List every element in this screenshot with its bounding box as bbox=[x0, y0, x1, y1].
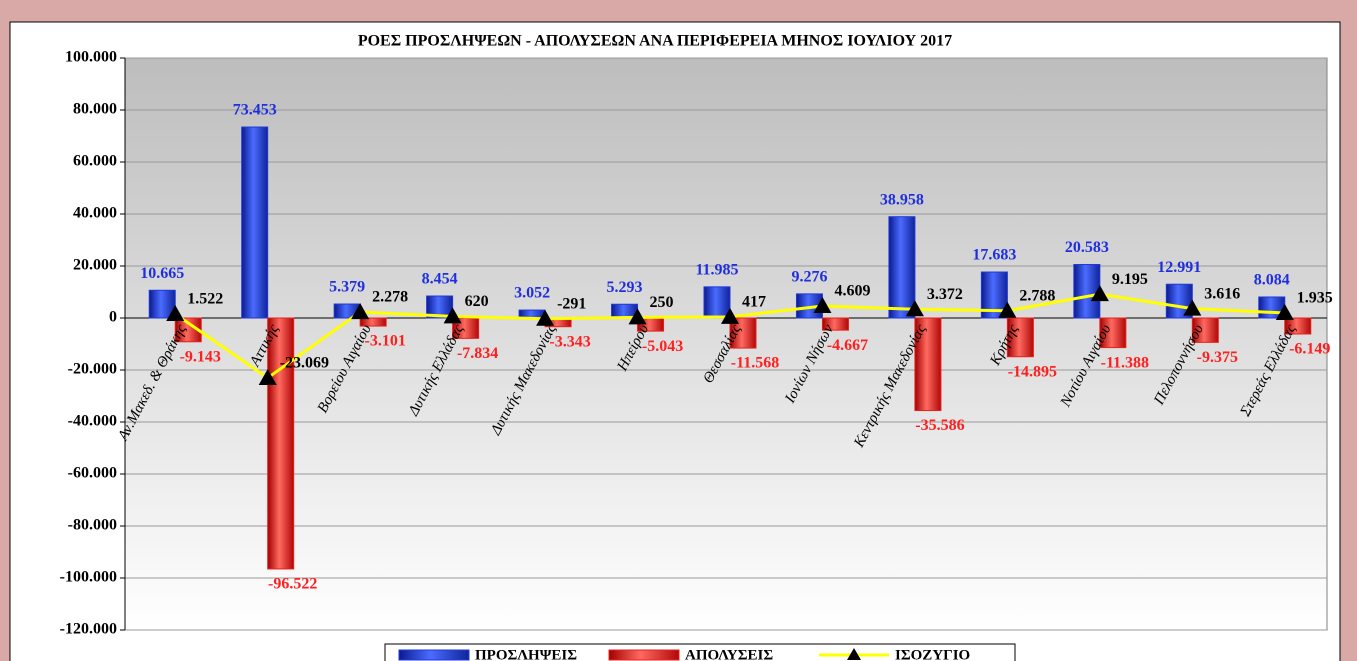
value-label: 9.195 bbox=[1112, 271, 1148, 288]
balance-marker bbox=[258, 368, 277, 385]
value-label: 73.453 bbox=[233, 102, 277, 119]
bar bbox=[1099, 317, 1127, 349]
legend-swatch bbox=[398, 649, 470, 661]
value-label: -5.043 bbox=[642, 338, 683, 355]
balance-marker bbox=[166, 305, 185, 322]
value-label: -4.667 bbox=[827, 337, 868, 354]
value-label: 11.985 bbox=[695, 262, 738, 279]
bar bbox=[888, 216, 916, 319]
balance-marker bbox=[905, 300, 924, 317]
balance-marker bbox=[721, 307, 739, 324]
y-tick-label: 40.000 bbox=[73, 205, 117, 222]
value-label: -291 bbox=[557, 295, 586, 312]
value-label: 2.278 bbox=[372, 289, 408, 306]
bar bbox=[426, 295, 454, 319]
balance-marker bbox=[1090, 285, 1109, 302]
value-label: 1.522 bbox=[187, 291, 223, 308]
plot-area bbox=[124, 57, 1328, 631]
value-label: 17.683 bbox=[972, 247, 1016, 264]
bar bbox=[1006, 317, 1034, 358]
value-label: -9.143 bbox=[180, 348, 221, 365]
balance-marker bbox=[351, 303, 370, 320]
y-tick-label: -80.000 bbox=[68, 517, 117, 534]
bar bbox=[1191, 317, 1219, 343]
value-label: 620 bbox=[465, 293, 489, 310]
y-tick-label: 80.000 bbox=[73, 101, 117, 118]
bar bbox=[267, 317, 295, 570]
value-label: 20.583 bbox=[1065, 239, 1109, 256]
y-tick-label: -100.000 bbox=[60, 569, 117, 586]
value-label: 12.991 bbox=[1157, 259, 1201, 276]
value-label: 3.052 bbox=[514, 285, 550, 302]
value-label: -9.375 bbox=[1197, 349, 1238, 366]
y-tick-label: 0 bbox=[109, 309, 117, 326]
value-label: -11.568 bbox=[731, 355, 779, 372]
bar bbox=[174, 317, 202, 343]
value-label: 3.372 bbox=[927, 286, 963, 303]
value-label: -7.834 bbox=[457, 345, 498, 362]
balance-marker bbox=[1275, 303, 1294, 320]
y-tick-label: 60.000 bbox=[73, 153, 117, 170]
legend-label: ΙΣΟΖΥΓΙΟ bbox=[895, 647, 970, 661]
value-label: -6.149 bbox=[1289, 341, 1330, 358]
y-tick-label: -60.000 bbox=[68, 465, 117, 482]
legend-swatch bbox=[608, 649, 680, 661]
y-tick-label: -40.000 bbox=[68, 413, 117, 430]
bar bbox=[1073, 263, 1101, 319]
value-label: 1.935 bbox=[1297, 290, 1333, 307]
value-label: 250 bbox=[650, 294, 674, 311]
value-label: 5.293 bbox=[607, 279, 643, 296]
value-label: -96.522 bbox=[268, 576, 317, 593]
value-label: -23.069 bbox=[280, 355, 329, 372]
balance-marker bbox=[1183, 299, 1202, 316]
legend-marker bbox=[847, 648, 861, 660]
value-label: -11.388 bbox=[1101, 354, 1149, 371]
value-label: 4.609 bbox=[834, 283, 870, 300]
bar bbox=[703, 286, 731, 319]
bar bbox=[359, 317, 387, 327]
value-label: 8.454 bbox=[422, 271, 458, 288]
bar bbox=[1284, 317, 1312, 335]
balance-marker bbox=[628, 308, 647, 325]
value-label: -3.343 bbox=[549, 333, 590, 350]
balance-marker bbox=[998, 301, 1017, 318]
legend-label: ΠΡΟΣΛΗΨΕΙΣ bbox=[475, 647, 577, 661]
value-label: 8.084 bbox=[1254, 272, 1290, 289]
y-tick-label: 100.000 bbox=[65, 49, 117, 66]
value-label: -14.895 bbox=[1008, 363, 1057, 380]
value-label: 417 bbox=[742, 294, 766, 311]
value-label: 5.379 bbox=[329, 279, 365, 296]
value-label: 9.276 bbox=[791, 269, 827, 286]
value-label: 10.665 bbox=[140, 265, 184, 282]
y-tick-label: -120.000 bbox=[60, 621, 117, 638]
chart-title: ΡΟΕΣ ΠΡΟΣΛΗΨΕΩΝ - ΑΠΟΛΥΣΕΩΝ ΑΝΑ ΠΕΡΙΦΕΡΕ… bbox=[358, 33, 952, 50]
bar bbox=[1165, 283, 1193, 319]
value-label: 3.616 bbox=[1204, 285, 1240, 302]
bar bbox=[821, 317, 849, 331]
legend-label: ΑΠΟΛΥΣΕΙΣ bbox=[685, 647, 773, 661]
value-label: 38.958 bbox=[880, 191, 924, 208]
value-label: -35.586 bbox=[915, 417, 964, 434]
bar bbox=[241, 126, 269, 319]
balance-marker bbox=[813, 297, 832, 314]
balance-marker bbox=[443, 307, 462, 324]
y-tick-label: -20.000 bbox=[68, 361, 117, 378]
y-tick-label: 20.000 bbox=[73, 257, 117, 274]
value-label: -3.101 bbox=[364, 333, 405, 350]
balance-marker bbox=[536, 309, 555, 326]
bar bbox=[914, 317, 942, 412]
value-label: 2.788 bbox=[1019, 287, 1055, 304]
